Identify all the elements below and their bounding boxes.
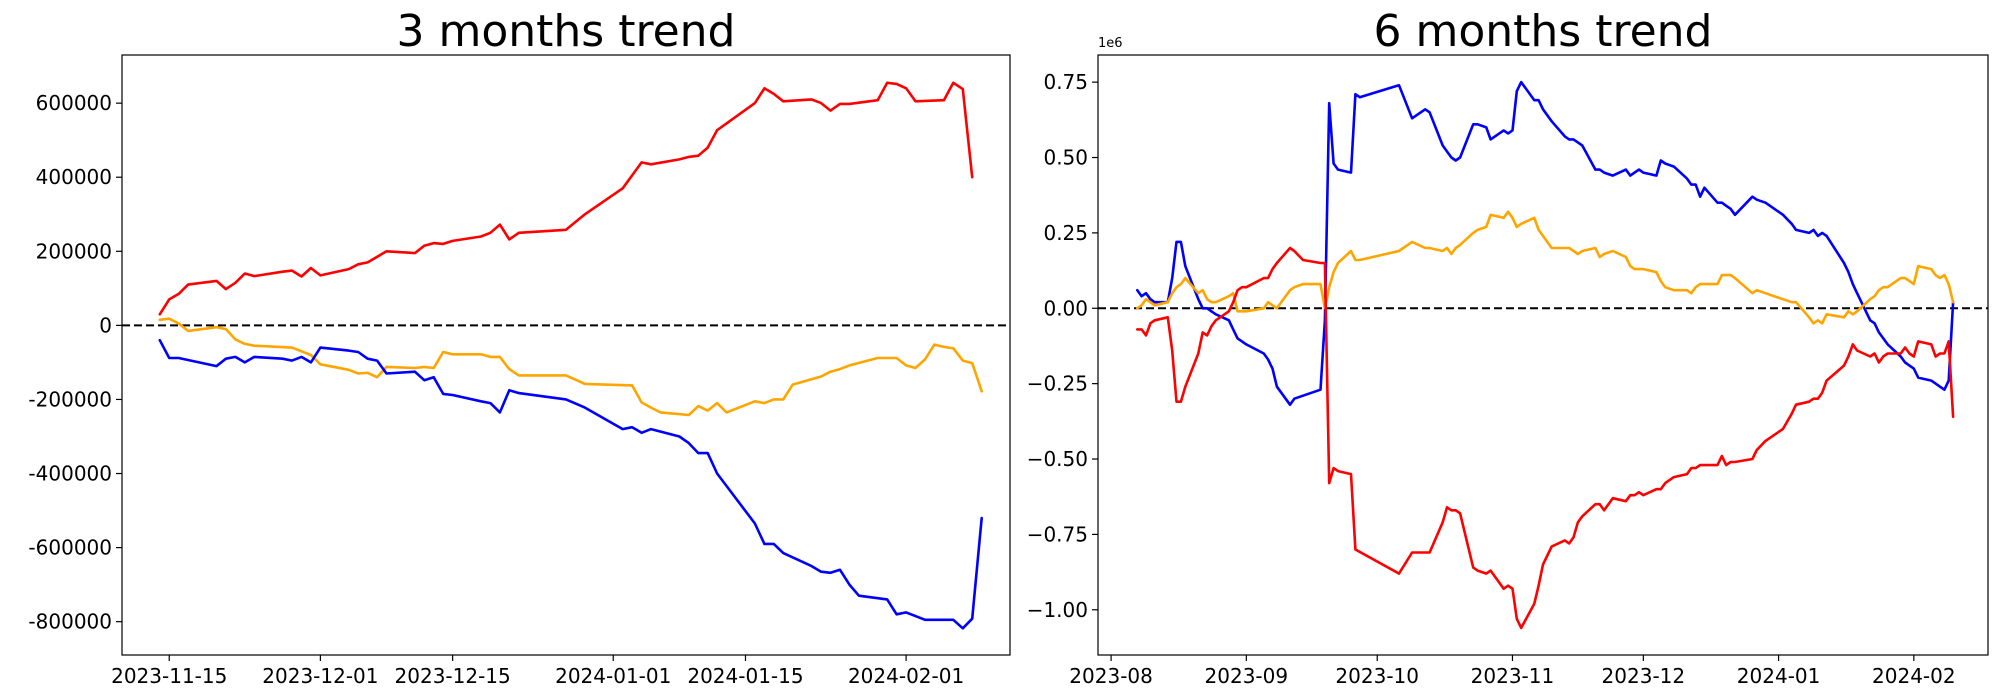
- y-tick-label: -800000: [28, 610, 112, 634]
- x-tick-label: 2023-10: [1335, 664, 1419, 688]
- x-tick-label: 2023-08: [1069, 664, 1153, 688]
- y-tick-label: −0.25: [1027, 372, 1088, 396]
- axes-frame: [121, 54, 1011, 656]
- y-tick-label: -200000: [28, 387, 112, 411]
- y-tick-label: 600000: [36, 91, 112, 115]
- series-line-2: [158, 317, 983, 417]
- series-line-2: [1136, 210, 1955, 325]
- series-line-1: [158, 81, 974, 316]
- chart-panel-1: 3 months trend 2023-11-15 2023-12-01 2023-1…: [28, 6, 1011, 688]
- x-tick-label: 2024-01: [1737, 664, 1821, 688]
- series-group: [158, 81, 983, 630]
- x-tick-label: 2024-01-15: [687, 664, 803, 688]
- x-tick-label: 2023-11: [1471, 664, 1555, 688]
- y-tick-label: 0.75: [1043, 70, 1088, 94]
- x-tick-label: 2023-12: [1602, 664, 1686, 688]
- y-tick-label: 0.50: [1043, 146, 1088, 170]
- x-tick-label: 2023-12-15: [395, 664, 511, 688]
- y-offset-label: 1e6: [1098, 36, 1123, 51]
- y-tick-label: -600000: [28, 536, 112, 560]
- y-tick-label: −0.50: [1027, 447, 1088, 471]
- y-tick-label: 0: [99, 313, 112, 337]
- chart-title: 6 months trend: [1374, 6, 1713, 57]
- y-tick-label: −1.00: [1027, 598, 1088, 622]
- x-tick-label: 2023-12-01: [262, 664, 378, 688]
- x-tick-label: 2024-02: [1872, 664, 1956, 688]
- chart-panel-2: 6 months trend 2023-08 2023-09 2023-10 2023-…: [1027, 6, 1989, 688]
- x-tick-label: 2024-01-01: [555, 664, 671, 688]
- y-tick-label: 0.25: [1043, 221, 1088, 245]
- y-tick-label: -400000: [28, 462, 112, 486]
- y-tick-label: 400000: [36, 165, 112, 189]
- series-line-3: [1136, 246, 1955, 630]
- chart-title: 3 months trend: [397, 6, 736, 57]
- x-tick-label: 2024-02-01: [848, 664, 964, 688]
- y-tick-label: −0.75: [1027, 522, 1088, 546]
- series-group: [1136, 80, 1955, 630]
- series-line-3: [158, 338, 983, 630]
- axes-frame: [1097, 54, 1989, 656]
- series-line-1: [1136, 80, 1955, 406]
- y-tick-label: 200000: [36, 239, 112, 263]
- y-tick-label: 0.00: [1043, 296, 1088, 320]
- x-tick-label: 2023-09: [1205, 664, 1289, 688]
- x-tick-label: 2023-11-15: [111, 664, 227, 688]
